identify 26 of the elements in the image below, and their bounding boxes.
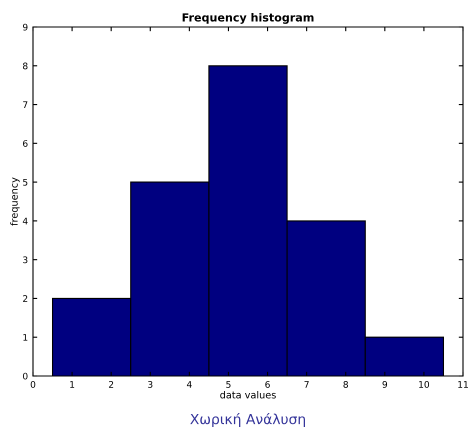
x-tick-label: 0 (30, 381, 36, 388)
x-tick-label: 2 (108, 381, 114, 388)
x-axis-title: data values (220, 390, 276, 399)
x-tick-label: 4 (186, 381, 192, 388)
y-tick-label: 3 (23, 256, 28, 264)
y-tick-label: 1 (23, 334, 28, 341)
y-tick-label: 8 (23, 62, 28, 70)
x-tick-label: 9 (382, 381, 388, 388)
x-tick-label: 6 (265, 381, 270, 388)
text: Χωρική Ανάλυση (190, 413, 305, 427)
x-tick-label: 10 (419, 381, 430, 388)
x-tick-label: 8 (343, 381, 348, 388)
x-tick-label: 7 (304, 381, 309, 388)
x-tick-label: 5 (226, 381, 231, 388)
y-tick-label: 0 (22, 372, 28, 380)
x-tick-label: 1 (70, 381, 74, 388)
y-tick-label: 9 (22, 24, 28, 31)
y-tick-label: 6 (23, 140, 28, 147)
y-tick-label: 2 (23, 295, 28, 302)
x-tick-label: 3 (148, 381, 152, 388)
y-tick-label: 4 (22, 218, 28, 224)
y-axis-title: frequency (10, 177, 20, 226)
y-tick-label: 5 (23, 178, 28, 186)
chart-title: Frequency histogram (182, 13, 314, 24)
x-tick-label: 11 (458, 381, 468, 388)
y-tick-label: 7 (23, 101, 28, 108)
